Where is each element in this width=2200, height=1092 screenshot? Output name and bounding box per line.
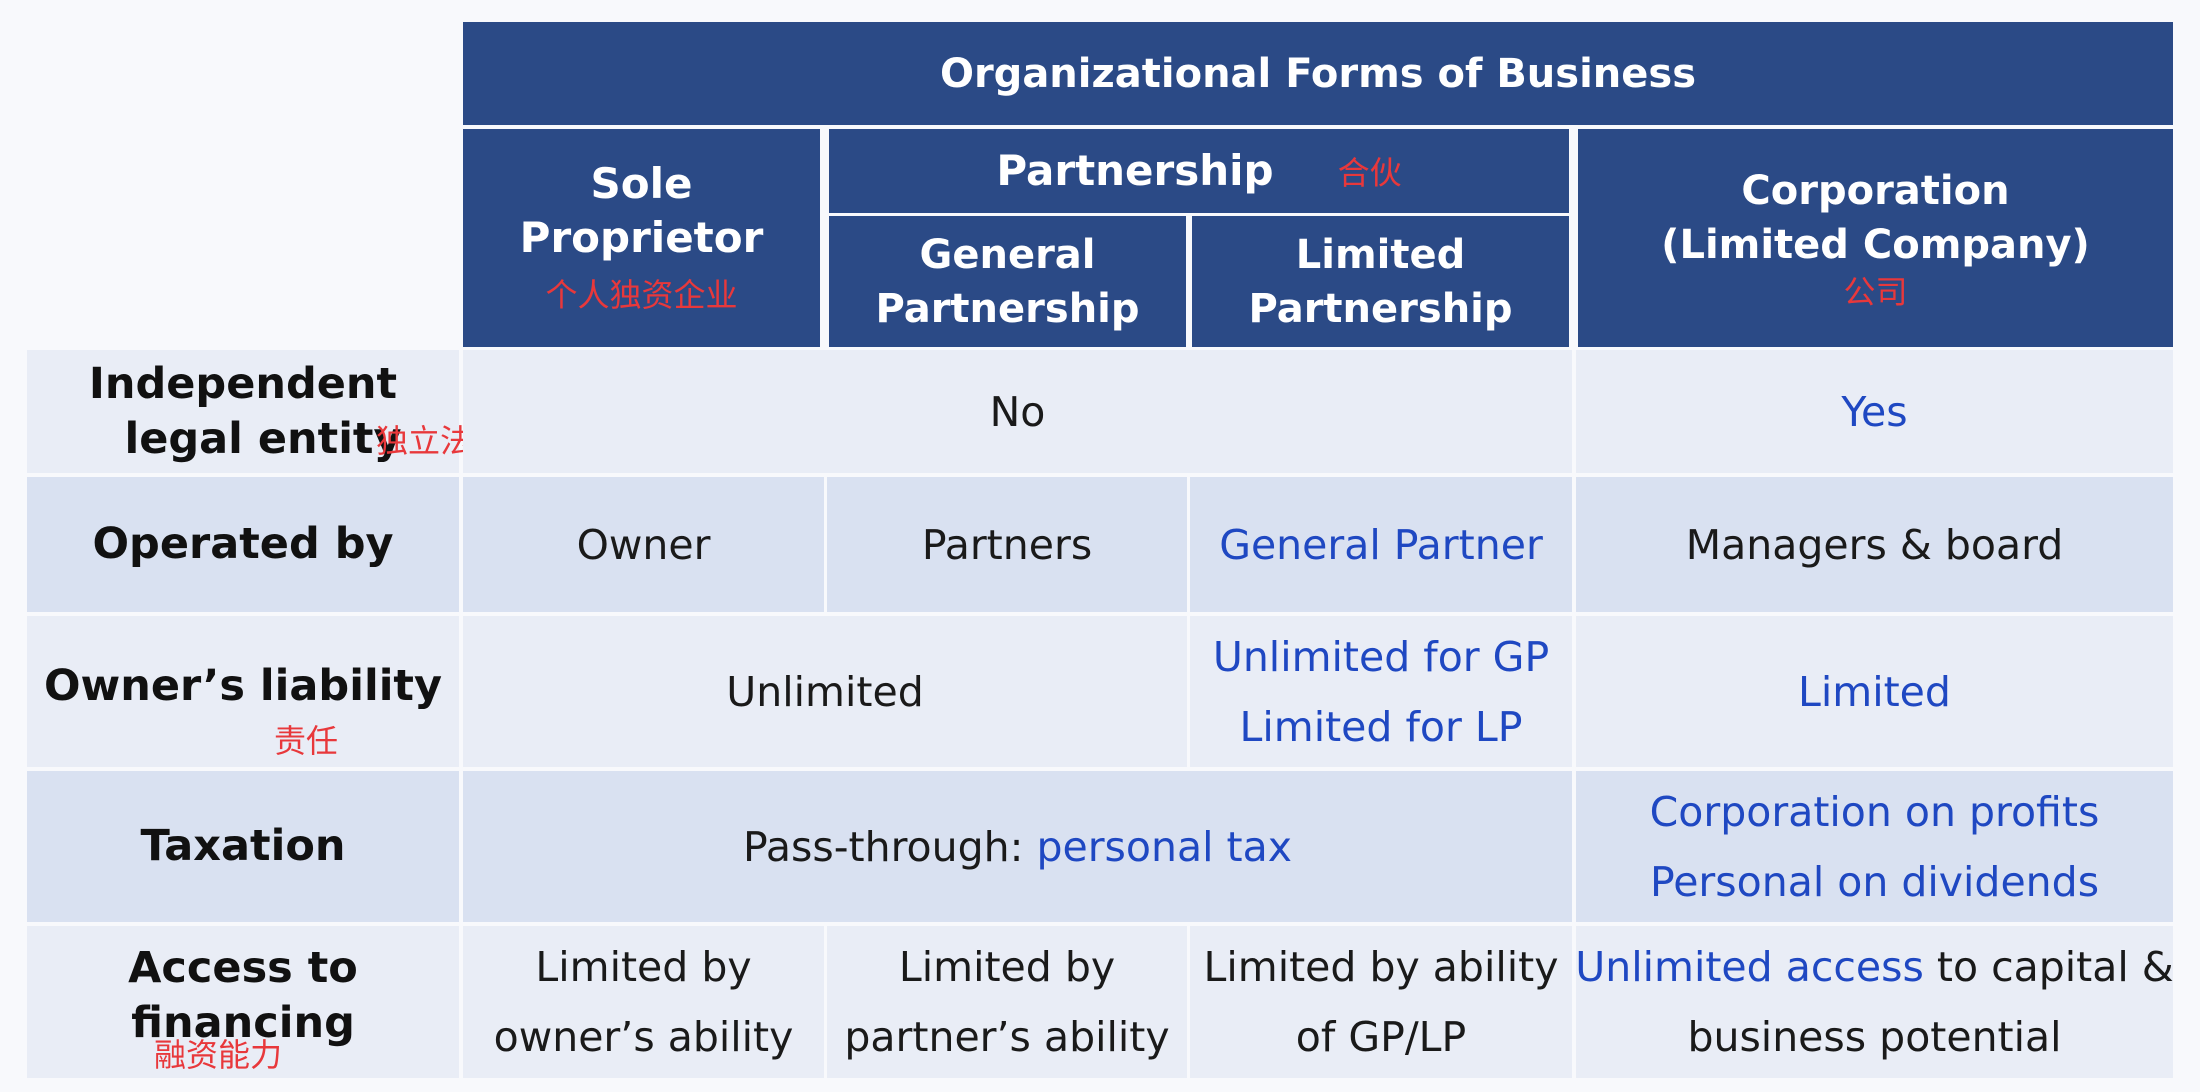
header-corp-line1: Corporation xyxy=(1741,168,2010,214)
cell-taxation-corp-line1: Corporation on profits xyxy=(1649,787,2100,836)
cell-liability-lp: Limited for LP xyxy=(1239,702,1523,751)
cell-financing-limited: Limited by ability of GP/LP xyxy=(1190,926,1572,1078)
cell-financing-general-line2: partner’s ability xyxy=(844,1013,1170,1061)
cell-financing-corp-highlight: Unlimited access xyxy=(1575,943,1924,991)
cell-taxation-non-corp: Pass-through: personal tax xyxy=(463,771,1572,922)
cell-financing-limited-line1: Limited by ability xyxy=(1203,943,1559,991)
cell-financing-general: Limited by partner’s ability xyxy=(827,926,1187,1078)
header-limited-line2: Partnership xyxy=(1248,285,1513,332)
header-corp-line2: (Limited Company) xyxy=(1661,222,2090,268)
rowhead-taxation: Taxation xyxy=(27,771,459,922)
rowhead-operated-label: Operated by xyxy=(92,519,394,569)
rowhead-liability: Owner’s liability xyxy=(27,616,459,767)
cell-financing-limited-line2: of GP/LP xyxy=(1295,1013,1467,1061)
cell-financing-sole-line1: Limited by xyxy=(535,943,752,991)
rowhead-taxation-label: Taxation xyxy=(140,821,346,871)
cell-operated-gp: General Partner xyxy=(1219,520,1543,569)
header-general-line2: Partnership xyxy=(875,285,1140,332)
rowhead-operated: Operated by xyxy=(27,477,459,612)
cell-entity-non-corp: No xyxy=(463,350,1572,473)
rowhead-financing: Access to financing xyxy=(27,926,459,1078)
cell-liability-sole-general: Unlimited xyxy=(463,616,1187,767)
header-general-line1: General xyxy=(919,231,1096,278)
header-partnership-cn: 合伙 xyxy=(1337,154,1402,192)
cell-operated-owner: Owner xyxy=(576,520,711,569)
header-partnership-label: Partnership xyxy=(996,146,1274,195)
cell-financing-sole-line2: owner’s ability xyxy=(493,1013,794,1061)
cell-liability-corp: Limited xyxy=(1576,616,2173,767)
cell-financing-corp-rest: to capital & xyxy=(1923,943,2174,991)
rowhead-liability-label: Owner’s liability xyxy=(43,661,443,711)
rowhead-entity-line1: Independent xyxy=(88,358,398,409)
cell-entity-yes: Yes xyxy=(1841,387,1908,436)
header-sole-label: Sole Proprietor xyxy=(519,159,764,262)
cell-taxation-corp: Corporation on profits Personal on divid… xyxy=(1576,771,2173,922)
cell-financing-sole: Limited by owner’s ability xyxy=(463,926,824,1078)
cell-liability-unlimited: Unlimited xyxy=(726,667,924,716)
table-title-text: Organizational Forms of Business xyxy=(939,50,1697,97)
cell-financing-corp-line1: Unlimited access to capital & xyxy=(1575,932,2174,1002)
cell-entity-no: No xyxy=(989,387,1046,436)
cell-operated-managers: Managers & board xyxy=(1685,520,2064,569)
header-sole-cn: 个人独资企业 xyxy=(545,276,738,314)
cell-liability-limited-corp: Limited xyxy=(1798,667,1951,716)
cell-taxation-personal: personal tax xyxy=(1036,822,1293,871)
cell-operated-limited: General Partner xyxy=(1190,477,1572,612)
cell-financing-corp: Unlimited access to capital & business p… xyxy=(1575,926,2174,1078)
header-corp-cn: 公司 xyxy=(1843,273,1908,311)
table-title: Organizational Forms of Business xyxy=(463,22,2173,125)
cell-taxation-corp-line2: Personal on dividends xyxy=(1649,857,2100,906)
cell-operated-corp: Managers & board xyxy=(1576,477,2173,612)
cell-operated-partners: Partners xyxy=(921,520,1093,569)
cell-taxation-prefix: Pass-through: xyxy=(742,822,1037,871)
rowhead-liability-cn: 责任 xyxy=(274,722,339,760)
rowhead-financing-cn: 融资能力 xyxy=(154,1036,283,1074)
header-sole-proprietor: Sole Proprietor 个人独资企业 xyxy=(463,129,820,347)
cell-operated-general: Partners xyxy=(827,477,1187,612)
header-limited-partnership: Limited Partnership xyxy=(1192,216,1569,347)
rowhead-entity-line2: legal entity xyxy=(124,413,402,464)
header-partnership: Partnership 合伙 xyxy=(829,129,1569,213)
cell-financing-corp-line2: business potential xyxy=(1687,1013,2062,1061)
rowhead-financing-label: Access to financing xyxy=(128,943,358,1048)
cell-liability-limited: Unlimited for GP Limited for LP xyxy=(1190,616,1572,767)
cell-liability-gp: Unlimited for GP xyxy=(1212,632,1550,681)
cell-financing-general-line1: Limited by xyxy=(898,943,1116,991)
cell-operated-sole: Owner xyxy=(463,477,824,612)
rowhead-entity: Independent legal entity xyxy=(27,350,459,473)
header-general-partnership: General Partnership xyxy=(829,216,1186,347)
cell-entity-corp: Yes xyxy=(1576,350,2173,473)
header-corporation: Corporation (Limited Company) 公司 xyxy=(1578,129,2173,347)
header-limited-line1: Limited xyxy=(1295,231,1466,278)
